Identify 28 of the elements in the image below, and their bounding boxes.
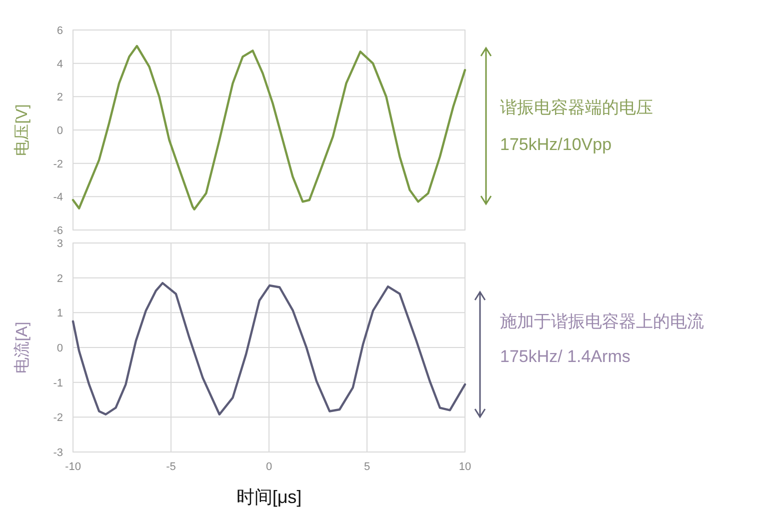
text: 175kHz/ 1.4Arms: [500, 347, 630, 366]
x-tick-label: 0: [266, 461, 272, 473]
y-tick-label: 0: [56, 342, 63, 354]
line-series: [72, 282, 466, 416]
y-tick-label: -2: [53, 158, 63, 170]
text: 施加于谐振电容器上的电流: [500, 312, 704, 331]
y-axis-title: 电流[A]: [13, 322, 31, 374]
y-tick-label: 0: [56, 125, 63, 137]
line-series: [72, 44, 466, 210]
y-tick-label: -1: [53, 377, 63, 390]
y-tick-label: -4: [53, 192, 63, 204]
y-tick-label: 6: [56, 25, 63, 37]
y-tick-label: -2: [53, 412, 63, 424]
y-tick-label: 4: [56, 58, 63, 70]
text: 175kHz/10Vpp: [500, 135, 612, 154]
y-tick-label: -3: [53, 447, 63, 459]
x-tick-label: 10: [458, 461, 472, 473]
y-axis-title: 电压[V]: [13, 104, 31, 156]
x-tick-label: 5: [364, 461, 370, 473]
text: 谐振电容器端的电压: [500, 98, 653, 117]
x-axis-title: 时间[μs]: [236, 487, 302, 507]
y-tick-label: 2: [56, 92, 63, 104]
y-tick-label: 1: [56, 308, 63, 320]
y-tick-label: 3: [56, 238, 63, 250]
x-tick-label: -10: [65, 461, 81, 473]
y-tick-label: 2: [56, 272, 63, 285]
y-tick-label: -6: [53, 225, 63, 237]
x-tick-label: -5: [166, 461, 176, 473]
